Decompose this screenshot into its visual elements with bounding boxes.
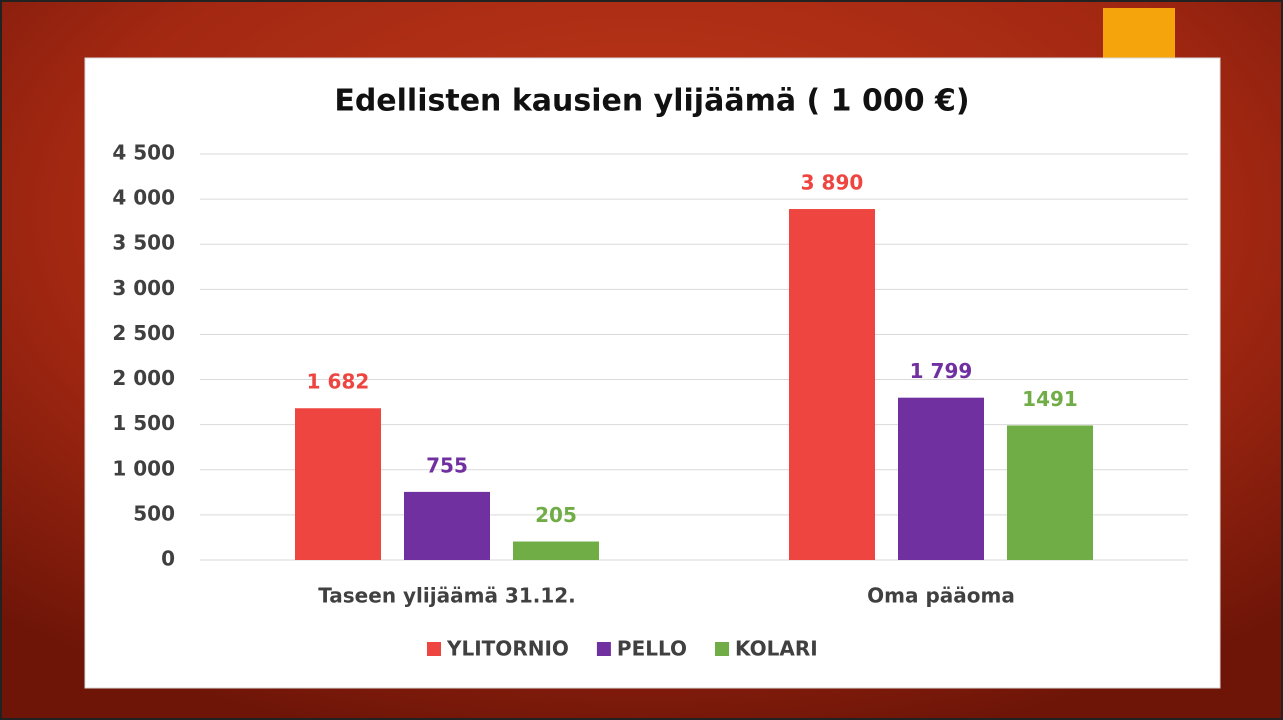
bar — [898, 397, 984, 560]
bar — [513, 541, 599, 560]
y-tick-label: 4 000 — [112, 186, 175, 210]
value-label: 1491 — [1022, 387, 1078, 411]
bar — [789, 209, 875, 560]
value-label: 3 890 — [801, 171, 864, 195]
legend-label: KOLARI — [735, 637, 818, 661]
chart-title: Edellisten kausien ylijäämä ( 1 000 €) — [334, 84, 969, 119]
y-tick-label: 1 500 — [112, 411, 175, 435]
bar — [404, 491, 490, 560]
bar — [295, 408, 381, 560]
y-tick-label: 4 500 — [112, 141, 175, 165]
y-tick-label: 0 — [161, 547, 175, 571]
y-tick-label: 1 000 — [112, 456, 175, 480]
legend-swatch — [715, 642, 730, 656]
value-label: 205 — [535, 503, 577, 527]
legend-label: PELLO — [617, 637, 687, 661]
x-tick-label: Taseen ylijäämä 31.12. — [318, 584, 576, 608]
legend-label: YLITORNIO — [446, 637, 569, 661]
y-tick-label: 2 000 — [112, 366, 175, 390]
value-label: 755 — [426, 453, 468, 477]
x-tick-label: Oma pääoma — [867, 584, 1015, 608]
legend-swatch — [427, 642, 441, 656]
y-tick-label: 500 — [133, 501, 175, 525]
y-tick-label: 2 500 — [112, 321, 175, 345]
value-label: 1 682 — [307, 370, 370, 394]
bar — [1007, 425, 1093, 560]
y-tick-label: 3 500 — [112, 231, 175, 255]
value-label: 1 799 — [910, 359, 973, 383]
chart-area — [84, 57, 1221, 689]
legend-swatch — [596, 642, 611, 656]
y-tick-label: 3 000 — [112, 276, 175, 300]
accent-block — [1103, 8, 1175, 58]
